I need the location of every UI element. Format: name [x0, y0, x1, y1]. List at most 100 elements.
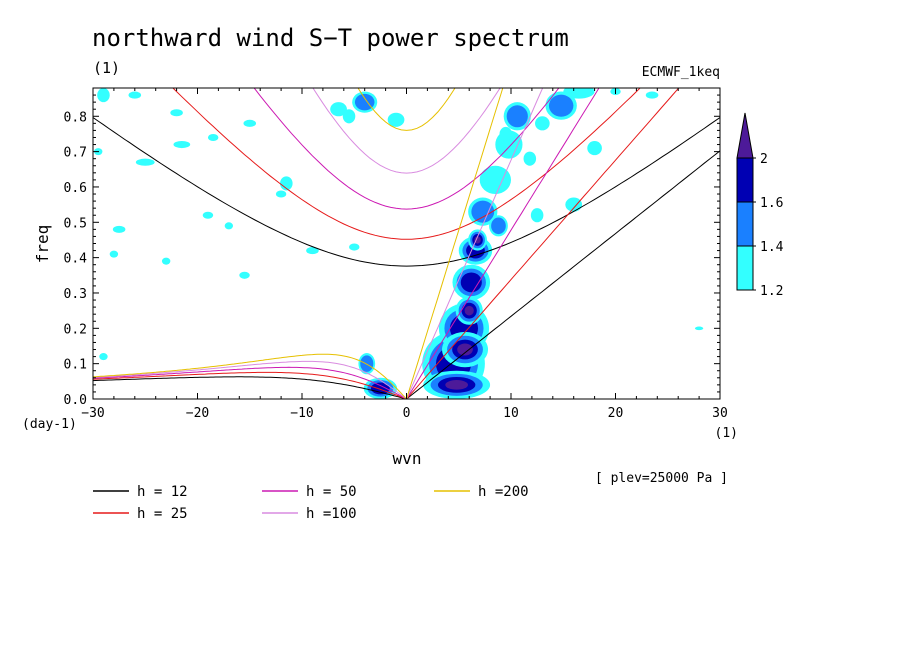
- colorbar-segment: [736, 245, 754, 291]
- contour-region: [239, 271, 250, 279]
- y-tick-label: 0.7: [64, 146, 87, 161]
- axis-ticks: −30 −20 −10 0 10 20 30 0.0 0.1 0.2 0.3 0.4 0.5 0.6 0.7…: [64, 88, 728, 421]
- y-tick-label: 0.1: [64, 358, 87, 373]
- contour-region: [170, 109, 183, 117]
- y-tick-label: 0.5: [64, 216, 87, 231]
- y-tick-label: 0.8: [64, 110, 87, 125]
- dispersion-curve-h100: [406, 88, 544, 399]
- contour-region: [173, 141, 191, 149]
- contour-region: [587, 141, 602, 156]
- colorbar-label: 1.4: [760, 240, 784, 255]
- contour-region: [491, 217, 506, 235]
- contour-region: [280, 176, 293, 191]
- contour-region: [387, 112, 405, 127]
- dispersion-curve-h25: [172, 88, 641, 240]
- colorbar-segment: [736, 201, 754, 247]
- chart-subtitle-left: (1): [93, 59, 120, 77]
- contour-region: [506, 105, 528, 128]
- contour-region: [523, 151, 537, 166]
- y-tick-label: 0.3: [64, 287, 87, 302]
- x-axis-label: wvn: [393, 449, 422, 468]
- dispersion-curve-h200: [93, 353, 407, 399]
- contour-region: [97, 88, 110, 103]
- contour-region: [202, 211, 214, 219]
- contour-region: [135, 158, 155, 166]
- dispersion-curve-h200: [406, 88, 504, 399]
- contour-region: [161, 257, 171, 265]
- contour-region: [128, 91, 142, 99]
- plot-frame: [92, 87, 721, 400]
- chart-subtitle-right: ECMWF_1keq: [642, 65, 720, 80]
- contour-region: [306, 247, 319, 255]
- dispersion-curve-h12: [406, 150, 720, 399]
- colorbar-segment: [736, 157, 754, 203]
- y-axis-label: freq: [33, 225, 52, 264]
- dispersion-curve-h200: [357, 88, 456, 131]
- y-tick-label: 0.2: [64, 322, 87, 337]
- dispersion-curve-h100: [93, 360, 407, 399]
- dispersion-curve-h100: [312, 88, 501, 174]
- x-tick-label: 30: [712, 406, 728, 421]
- colorbar-label: 1.6: [760, 196, 783, 211]
- contour-region: [224, 222, 234, 230]
- contour-region: [563, 88, 595, 99]
- y-tick-label: 0.4: [64, 252, 88, 267]
- contour-region: [99, 353, 108, 361]
- x-tick-label: −20: [186, 406, 209, 421]
- colorbar-label: 2: [760, 152, 768, 167]
- spectrum-contours: [94, 88, 704, 399]
- contour-region: [499, 126, 513, 142]
- contour-region: [548, 94, 574, 117]
- contour-region: [112, 225, 126, 233]
- contour-region: [530, 208, 544, 223]
- contour-region: [275, 190, 287, 198]
- colorbar-label: 1.2: [760, 284, 783, 299]
- dispersion-curves: [93, 88, 720, 399]
- contour-region: [479, 165, 512, 195]
- dispersion-curve-h25: [93, 371, 407, 399]
- x-tick-label: 20: [608, 406, 624, 421]
- colorbar: 2 1.6 1.4 1.2: [736, 112, 784, 299]
- contour-region: [354, 93, 375, 111]
- legend-label: h =200: [478, 484, 529, 500]
- contour-region: [694, 326, 704, 331]
- dispersion-curve-h50: [406, 88, 600, 399]
- contour-region: [243, 119, 257, 127]
- contour-region: [330, 102, 347, 117]
- colorbar-cap: [736, 112, 754, 159]
- contour-region: [460, 272, 482, 293]
- y-tick-label: 0.0: [64, 393, 87, 408]
- plev-note: [ plev=25000 Pa ]: [595, 471, 728, 486]
- contour-region: [645, 91, 659, 99]
- contour-region: [207, 133, 219, 142]
- dispersion-curve-h12: [93, 117, 720, 267]
- x-tick-label: 10: [503, 406, 519, 421]
- contour-region: [457, 343, 473, 356]
- contour-region: [474, 236, 481, 244]
- dispersion-curve-h12: [93, 376, 407, 399]
- contour-region: [445, 380, 469, 390]
- y-tick-label: 0.6: [64, 181, 87, 196]
- legend-label: h = 25: [137, 506, 188, 522]
- contour-region: [565, 197, 583, 212]
- legend-label: h = 12: [137, 484, 188, 500]
- contour-region: [349, 243, 360, 251]
- legend-label: h =100: [306, 506, 357, 522]
- x-unit: (1): [715, 426, 738, 441]
- dispersion-curve-h25: [406, 88, 680, 399]
- dispersion-curve-h50: [93, 366, 407, 399]
- chart-title: northward wind S−T power spectrum: [92, 24, 569, 52]
- legend-label: h = 50: [306, 484, 357, 500]
- dispersion-curve-h50: [253, 88, 560, 210]
- contour-region: [109, 250, 119, 258]
- contour-region: [535, 116, 550, 131]
- x-tick-label: 0: [403, 406, 411, 421]
- contour-region: [464, 305, 474, 316]
- contour-region: [342, 109, 356, 124]
- x-tick-label: −30: [81, 406, 104, 421]
- y-unit: (day-1): [22, 417, 77, 432]
- contour-region: [471, 200, 495, 223]
- legend: h = 12 h = 25 h = 50 h =100 h =200: [93, 484, 529, 522]
- x-tick-label: −10: [290, 406, 313, 421]
